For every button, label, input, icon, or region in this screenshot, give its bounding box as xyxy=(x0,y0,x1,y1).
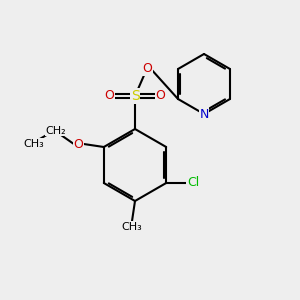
Text: Cl: Cl xyxy=(187,176,199,190)
Text: O: O xyxy=(156,89,165,103)
Text: CH₃: CH₃ xyxy=(23,139,44,149)
Text: CH₂: CH₂ xyxy=(46,125,66,136)
Text: O: O xyxy=(142,62,152,76)
Text: O: O xyxy=(105,89,114,103)
Text: CH₃: CH₃ xyxy=(122,221,142,232)
Text: S: S xyxy=(130,89,140,103)
Text: O: O xyxy=(74,137,83,151)
Text: N: N xyxy=(199,107,209,121)
